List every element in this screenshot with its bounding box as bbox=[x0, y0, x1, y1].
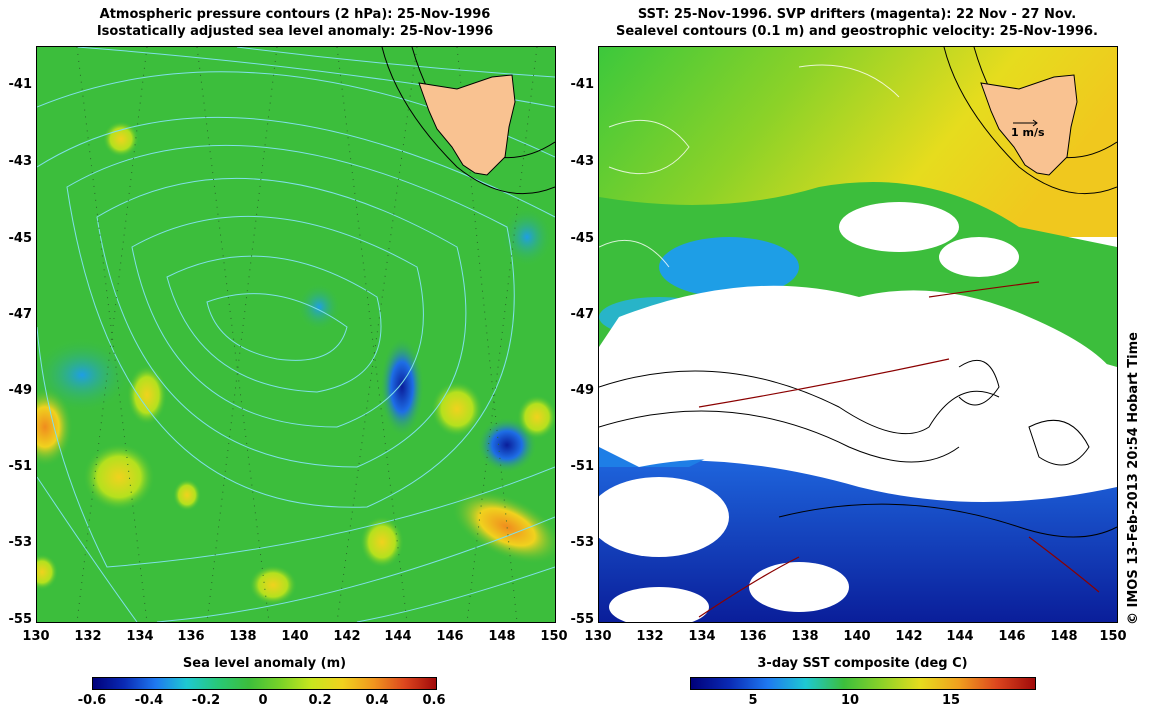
cool-patch bbox=[659, 237, 799, 297]
lat-tick-right: -45 bbox=[570, 231, 595, 246]
lon-tick-left: 136 bbox=[177, 629, 205, 644]
geostrophic-streams bbox=[599, 359, 1117, 538]
lat-tick-right: -55 bbox=[570, 612, 595, 627]
lon-tick-right: 136 bbox=[739, 629, 767, 644]
sla-colorbar-tick: 0.2 bbox=[308, 693, 332, 708]
sla-colorbar-title: Sea level anomaly (m) bbox=[182, 656, 347, 671]
lon-tick-right: 146 bbox=[998, 629, 1026, 644]
lat-tick-right: -53 bbox=[570, 535, 595, 550]
pressure-contours bbox=[37, 47, 555, 622]
sst-colorbar-tick: 15 bbox=[941, 693, 961, 708]
sst-colorbar bbox=[690, 677, 1036, 690]
lat-tick-left: -55 bbox=[8, 612, 33, 627]
lon-tick-left: 146 bbox=[436, 629, 464, 644]
right-title-line1: SST: 25-Nov-1996. SVP drifters (magenta)… bbox=[637, 7, 1077, 22]
lat-tick-left: -47 bbox=[8, 307, 33, 322]
lon-tick-left: 132 bbox=[74, 629, 102, 644]
lat-tick-right: -49 bbox=[570, 383, 595, 398]
lat-tick-left: -41 bbox=[8, 77, 33, 92]
lon-tick-right: 138 bbox=[791, 629, 819, 644]
lon-tick-right: 130 bbox=[584, 629, 612, 644]
anomaly-high bbox=[451, 489, 555, 565]
lat-tick-right: -51 bbox=[570, 459, 595, 474]
anomaly-high bbox=[83, 443, 155, 511]
sla-colorbar-tick: -0.6 bbox=[77, 693, 107, 708]
sst-colorbar-title: 3-day SST composite (deg C) bbox=[757, 656, 968, 671]
lat-tick-right: -47 bbox=[570, 307, 595, 322]
sealevel-contours bbox=[599, 64, 900, 268]
lon-tick-left: 134 bbox=[126, 629, 154, 644]
sla-colorbar-tick: 0.6 bbox=[422, 693, 446, 708]
tasmania-sst bbox=[943, 47, 1117, 195]
sea-level-anomaly-map bbox=[36, 46, 556, 623]
anomaly-high bbox=[249, 565, 297, 605]
lon-tick-right: 132 bbox=[636, 629, 664, 644]
lon-tick-right: 134 bbox=[688, 629, 716, 644]
cold-water bbox=[599, 460, 1117, 622]
anomaly-low bbox=[380, 337, 424, 437]
svp-drifter-tracks bbox=[698, 281, 1100, 618]
lon-tick-right: 142 bbox=[895, 629, 923, 644]
sla-colorbar-tick: 0.4 bbox=[365, 693, 389, 708]
cloud-mask bbox=[599, 202, 1117, 622]
lon-tick-right: 150 bbox=[1099, 629, 1127, 644]
anomaly-high bbox=[360, 516, 404, 568]
lat-tick-left: -45 bbox=[8, 231, 33, 246]
velocity-scale-label: 1 m/s bbox=[1011, 126, 1045, 139]
lon-tick-left: 138 bbox=[229, 629, 257, 644]
sla-colorbar-tick: 0 bbox=[258, 693, 268, 708]
sst-field bbox=[599, 47, 1117, 622]
anomaly-high bbox=[37, 387, 73, 467]
lon-tick-left: 150 bbox=[540, 629, 568, 644]
lon-tick-left: 130 bbox=[22, 629, 50, 644]
velocity-scale-arrow bbox=[1013, 119, 1038, 127]
right-title-line2: Sealevel contours (0.1 m) and geostrophi… bbox=[616, 24, 1098, 39]
sla-colorbar bbox=[92, 677, 437, 690]
sst-map: 1 m/s bbox=[598, 46, 1118, 623]
anomaly-high bbox=[103, 121, 139, 157]
left-title-line2: Isostatically adjusted sea level anomaly… bbox=[96, 24, 494, 39]
left-title-line1: Atmospheric pressure contours (2 hPa): 2… bbox=[99, 7, 491, 22]
anomaly-high bbox=[173, 479, 201, 511]
sla-field bbox=[37, 47, 555, 622]
lon-tick-right: 148 bbox=[1050, 629, 1078, 644]
lon-tick-left: 144 bbox=[384, 629, 412, 644]
credit-text: © IMOS 13-Feb-2013 20:54 Hobart Time bbox=[1126, 332, 1141, 625]
sst-colorbar-tick: 5 bbox=[748, 693, 758, 708]
anomaly-low bbox=[297, 283, 341, 331]
sla-colorbar-tick: -0.4 bbox=[134, 693, 164, 708]
anomaly-high bbox=[431, 381, 483, 437]
lon-tick-left: 142 bbox=[333, 629, 361, 644]
lon-tick-right: 140 bbox=[843, 629, 871, 644]
anomaly-high bbox=[127, 365, 167, 425]
anomaly-high bbox=[517, 395, 555, 439]
lat-tick-right: -43 bbox=[570, 154, 595, 169]
lon-tick-left: 140 bbox=[281, 629, 309, 644]
anomaly-low bbox=[501, 207, 553, 267]
lat-tick-left: -53 bbox=[8, 535, 33, 550]
lon-tick-right: 144 bbox=[946, 629, 974, 644]
sst-colorbar-tick: 10 bbox=[840, 693, 860, 708]
lat-tick-left: -51 bbox=[8, 459, 33, 474]
anomaly-high bbox=[37, 554, 58, 590]
lat-tick-right: -41 bbox=[570, 77, 595, 92]
lat-tick-left: -49 bbox=[8, 383, 33, 398]
lon-tick-left: 148 bbox=[488, 629, 516, 644]
sla-colorbar-tick: -0.2 bbox=[191, 693, 221, 708]
tasmania bbox=[381, 47, 555, 195]
lat-tick-left: -43 bbox=[8, 154, 33, 169]
